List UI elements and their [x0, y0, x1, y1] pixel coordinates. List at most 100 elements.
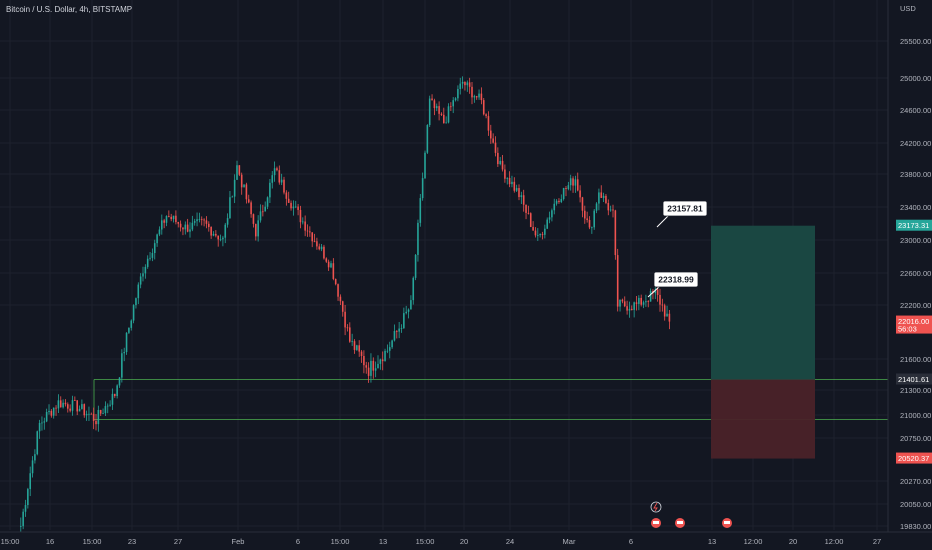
candle-body — [445, 122, 447, 124]
candle — [426, 124, 429, 154]
candle-body — [62, 402, 64, 408]
candle-body — [654, 289, 657, 294]
candle — [396, 330, 398, 339]
candle-body — [184, 224, 187, 230]
candle-body — [130, 320, 133, 328]
candle-body — [316, 241, 318, 247]
candle-body — [170, 216, 172, 220]
time-tick-label: 13 — [379, 537, 387, 546]
candle-body — [482, 100, 485, 115]
candle-body — [320, 246, 323, 250]
candle — [88, 406, 90, 422]
candle-body — [304, 221, 306, 231]
candle-body — [372, 360, 375, 371]
candle-body — [330, 263, 332, 268]
candle-body — [367, 367, 370, 376]
time-tick-label: 23 — [128, 537, 136, 546]
candle — [405, 305, 407, 315]
candle — [600, 185, 603, 199]
time-tick-label: 15:00 — [331, 537, 350, 546]
price-tick-label: 20750.00 — [900, 434, 931, 443]
candle-body — [659, 294, 661, 305]
candle — [482, 97, 485, 116]
candle — [208, 221, 210, 232]
candle — [548, 211, 551, 224]
candle-body — [269, 182, 271, 198]
candle — [104, 401, 107, 417]
candle-body — [518, 188, 520, 198]
candle — [478, 89, 480, 100]
candle-body — [619, 299, 621, 307]
candle — [638, 295, 640, 311]
candle-body — [252, 214, 255, 224]
candle-body — [31, 460, 34, 474]
candle — [612, 204, 614, 218]
candle-body — [478, 93, 480, 98]
candle — [149, 252, 151, 261]
candle-body — [393, 331, 396, 341]
candle-body — [607, 202, 610, 211]
candle-body — [663, 305, 666, 317]
candle-body — [522, 195, 525, 205]
candle — [311, 232, 313, 248]
candle — [85, 410, 88, 421]
time-axis[interactable]: 15:00 16 15:00 23 27 Feb 6 15:00 13 15:00 20 24 Mar 6… — [0, 531, 932, 550]
candle-body — [323, 246, 325, 259]
candle — [431, 94, 433, 101]
candle-body — [287, 198, 290, 203]
candle-body — [238, 165, 241, 175]
candle — [158, 226, 161, 237]
candle — [332, 258, 335, 281]
candle — [377, 355, 379, 369]
candle-body — [243, 184, 245, 188]
price-axis-bg — [888, 0, 932, 532]
candle — [518, 184, 520, 201]
candle — [487, 111, 490, 136]
candle-body — [499, 160, 501, 165]
candle-body — [412, 277, 415, 301]
candle — [327, 259, 330, 271]
candle — [659, 288, 661, 312]
candle — [520, 191, 523, 205]
candle-body — [384, 350, 386, 362]
loss-zone — [711, 379, 815, 459]
time-tick-label: 20 — [460, 537, 468, 546]
flag-event-icon-inner — [677, 521, 683, 524]
candle — [384, 348, 386, 362]
candle — [179, 220, 182, 232]
candle-body — [515, 188, 518, 191]
candle-body — [212, 233, 215, 236]
candle-body — [569, 178, 572, 186]
candle — [666, 305, 668, 317]
candle-body — [635, 302, 638, 304]
candle — [565, 186, 567, 197]
candle — [43, 417, 46, 430]
candle — [52, 407, 55, 419]
candle — [424, 150, 426, 180]
price-tick-label: 22600.00 — [900, 269, 931, 278]
chart-title: Bitcoin / U.S. Dollar, 4h, BITSTAMP — [6, 5, 133, 14]
candle — [22, 508, 24, 530]
candle-body — [102, 413, 104, 414]
candle-body — [74, 400, 76, 401]
candle-body — [45, 412, 48, 422]
candle — [616, 248, 619, 312]
candle-body — [374, 368, 377, 371]
candle-body — [480, 93, 483, 101]
candle — [123, 347, 125, 362]
candle — [645, 294, 647, 307]
candle — [287, 191, 290, 203]
candle-body — [285, 192, 288, 199]
price-tick-label: 23400.00 — [900, 203, 931, 212]
candle — [280, 173, 283, 186]
candle-body — [468, 82, 471, 87]
candle — [494, 136, 497, 157]
candle — [508, 171, 511, 188]
candle-body — [642, 302, 645, 305]
candle — [370, 353, 372, 383]
candle — [36, 430, 39, 456]
price-axis[interactable]: USD 25500.00 25000.00 24600.00 24200.00 23800… — [887, 0, 932, 532]
candle-body — [59, 400, 62, 408]
